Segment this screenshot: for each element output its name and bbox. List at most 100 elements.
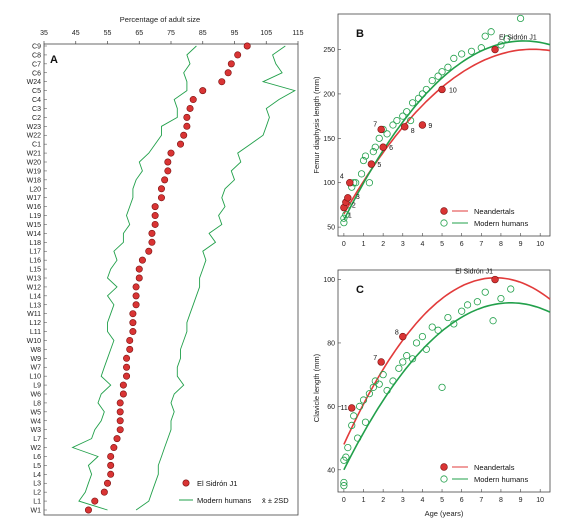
panel-b-legend-neandertal-label: Neandertals [474,207,515,216]
human-point [361,418,370,426]
human-point [412,339,421,347]
panel-a-category-label: W19 [27,168,42,175]
sidron-point [243,42,251,50]
human-point [444,63,452,71]
sidron-point [234,51,242,59]
panel-a-category-label: W17 [27,195,42,202]
legend-neandertal-marker [182,479,190,487]
sidron-point [126,345,134,353]
y-tick-label: 50 [327,225,335,232]
sidron-point [126,336,134,344]
neandertal-point [346,179,354,187]
human-point [473,298,481,306]
human-point [481,32,489,40]
neandertal-point-label: 10 [449,87,457,94]
x-tick-label: 2 [381,497,385,504]
human-point [379,371,387,379]
panel-a-category-label: C6 [32,70,41,77]
x-tick-label: 6 [460,497,464,504]
human-point [369,383,377,391]
panel-a-category-label: W15 [27,222,42,229]
panel-a-x-tick-label: 65 [135,30,143,37]
sidron-point [218,78,226,86]
x-tick-label: 7 [479,241,483,248]
sidron-point [129,319,137,327]
human-point [393,116,401,125]
sidron-point [227,60,235,68]
panel-a-category-label: C7 [32,61,41,68]
neandertal-point-label: 2 [352,202,356,209]
sidron-point [151,220,159,228]
neandertal-point [344,194,352,202]
neandertal-point [348,404,356,412]
human-point [434,326,442,334]
human-point [418,332,427,341]
x-tick-label: 2 [381,241,385,248]
panel-c: C Clavicle length (mm) Age (years) 0 1 2 3 4… [312,269,551,518]
panel-c-y-axis-title: Clavicle length (mm) [312,353,321,422]
panel-b-legend-human-marker [440,219,448,227]
human-point [467,47,476,55]
panel-a-x-axis-title: Percentage of adult size [120,15,200,24]
panel-a-category-label: W6 [31,392,42,399]
sidron-point [100,488,108,496]
sidron-point [107,461,115,469]
human-point [340,219,348,227]
panel-b-curves [343,40,551,221]
sidron-point [183,122,191,130]
panel-a-label: A [50,54,58,66]
sidron-point [116,426,124,434]
panel-a-category-label: L13 [29,302,41,309]
human-point [389,121,397,129]
panel-a-human-range [71,45,296,511]
sidron-point [138,256,146,264]
panel-a-category-label: L14 [29,293,41,300]
human-point [481,288,489,296]
panel-a-category-label: W11 [27,311,41,318]
panel-b-legend-neandertal-marker [440,207,448,215]
neandertal-point-label: El Sidrón J1 [455,269,493,276]
sidron-point [104,479,112,487]
human-point [450,54,458,63]
x-tick-label: 10 [536,497,544,504]
panel-c-legend-neandertal-marker [440,463,448,471]
panel-c-curves [343,277,551,471]
y-tick-label: 200 [323,91,335,98]
panel-a-category-label: W9 [31,356,42,363]
human-point [340,214,348,222]
panel-a-category-label: L6 [33,454,41,461]
neandertal-point-label: 7 [373,121,377,128]
sidron-point [186,104,194,112]
sidron-point [116,399,124,407]
panel-a-category-label: W8 [31,347,42,354]
neandertal-point [438,85,446,94]
human-point [428,77,436,85]
human-point [507,285,515,293]
y-tick-label: 150 [323,136,335,143]
panel-a: Percentage of adult size A 35 45 55 65 75 85 9… [27,15,304,516]
human-point [354,434,362,442]
y-tick-label: 80 [327,340,335,347]
panel-a-category-label: L5 [33,463,41,470]
panel-c-neandertal-points: 11 7 8 El Sidrón J1 [340,269,499,412]
x-tick-label: 1 [362,497,366,504]
human-point [403,352,411,360]
human-point [450,320,458,328]
panel-a-category-label: L11 [30,329,41,336]
panel-a-category-label: W13 [27,276,42,283]
human-point [458,50,466,58]
human-point [408,355,417,363]
human-point [407,116,415,125]
panel-a-category-label: C4 [32,97,41,104]
panel-c-legend-human-marker [440,475,448,483]
neandertal-point [491,45,499,54]
x-tick-label: 0 [342,497,346,504]
panel-a-category-label: C2 [32,115,41,122]
panel-c-legend: Neandertals Modern humans [440,463,528,484]
human-point [438,383,446,391]
sidron-point [189,96,197,104]
neandertal-point-label: 4 [340,174,344,181]
panel-c-label: C [356,284,364,296]
